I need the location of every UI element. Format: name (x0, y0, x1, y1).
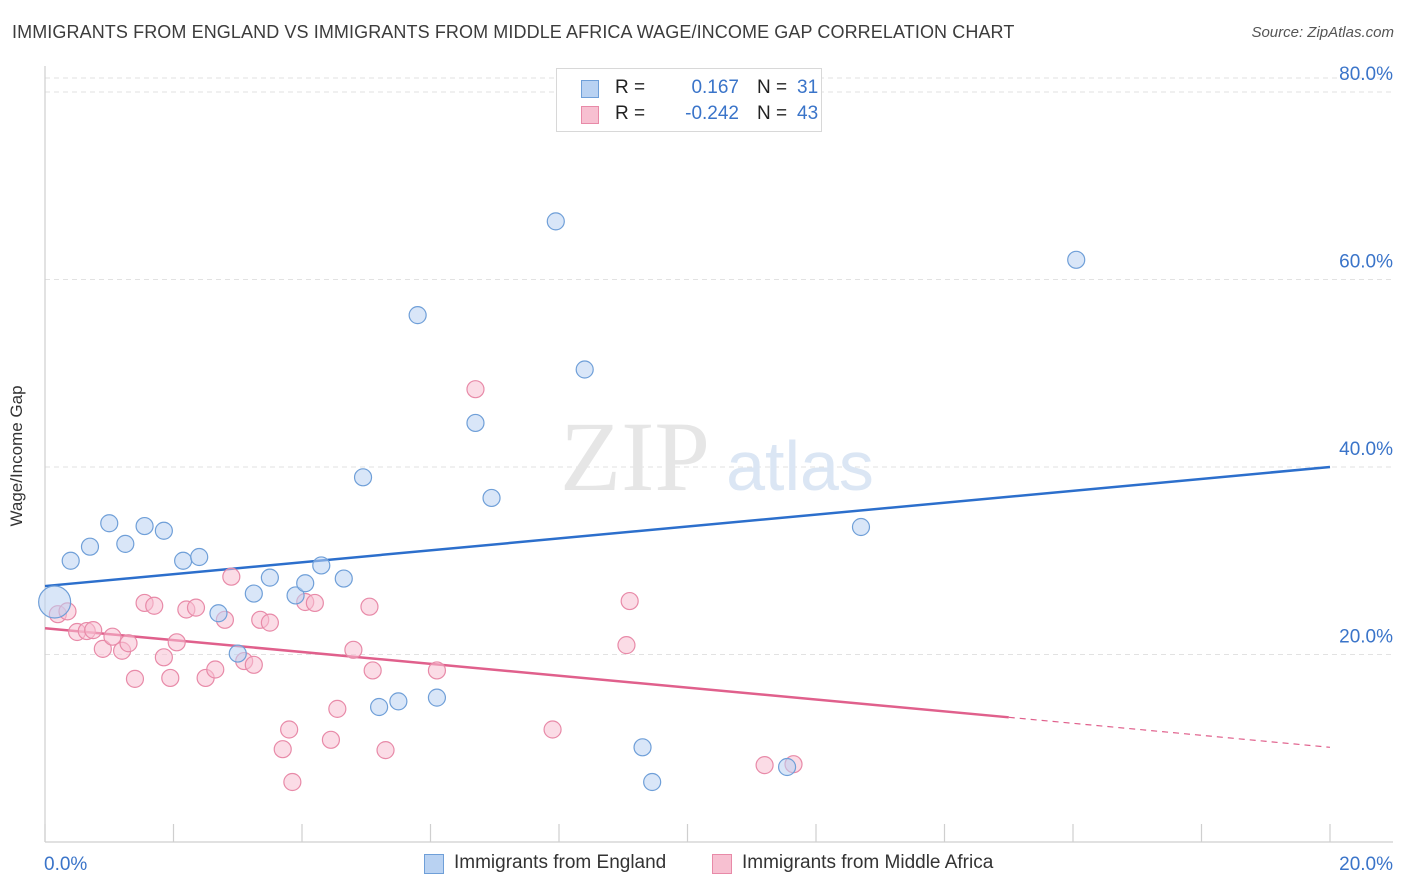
legend-label-africa: Immigrants from Middle Africa (742, 852, 994, 873)
england-swatch (581, 80, 599, 98)
trend-line-africa-extension (1008, 716, 1331, 748)
x-tick-max: 20.0% (1339, 854, 1393, 875)
r-label: R = (615, 77, 646, 98)
africa-swatch (581, 106, 599, 124)
n-label: N = (757, 77, 788, 98)
watermark-atlas: atlas (726, 427, 874, 505)
data-point-africa (280, 720, 299, 739)
data-point-africa (167, 633, 186, 652)
data-point-england (154, 521, 173, 540)
legend-label-england: Immigrants from England (454, 852, 667, 873)
n-value: 43 (797, 103, 819, 124)
data-point-england (643, 772, 662, 792)
data-point-england (851, 517, 871, 537)
data-point-england (100, 514, 119, 533)
trend-lines (44, 465, 1331, 748)
data-point-england (61, 551, 80, 570)
data-point-africa (161, 668, 180, 688)
data-point-africa (755, 756, 774, 775)
data-point-africa (328, 699, 347, 718)
n-value: 31 (797, 77, 819, 98)
source-label: Source: ZipAtlas.com (1251, 24, 1394, 41)
data-point-africa (620, 591, 639, 611)
data-point-africa (283, 772, 302, 792)
data-point-africa (125, 669, 145, 688)
trend-line-england (44, 465, 1331, 588)
data-point-england (190, 547, 209, 567)
data-point-england (482, 488, 501, 508)
data-point-africa (273, 740, 292, 759)
watermark-zip: ZIP (560, 401, 710, 512)
data-point-england (296, 574, 315, 593)
data-point-england (80, 537, 100, 556)
y-tick-label: 80.0% (1339, 64, 1393, 85)
data-point-africa (145, 596, 164, 615)
data-point-africa (376, 741, 395, 760)
y-tick-label: 60.0% (1339, 252, 1393, 273)
data-point-africa (543, 720, 562, 739)
data-point-england (575, 360, 594, 379)
data-point-africa (617, 636, 636, 655)
n-label: N = (757, 103, 788, 124)
data-point-england (286, 586, 305, 605)
data-point-england (228, 644, 247, 663)
data-point-england (408, 306, 427, 325)
data-point-africa (360, 597, 379, 616)
data-point-england (633, 738, 652, 757)
data-point-africa (344, 640, 363, 659)
correlation-legend: R = 0.167 N = 31 R = -0.242 N = 43 (556, 68, 822, 132)
axes (44, 66, 1393, 843)
data-point-africa (93, 639, 112, 658)
data-point-africa (305, 593, 324, 613)
data-point-england (260, 568, 279, 587)
y-axis-label: Wage/Income Gap (7, 385, 26, 526)
data-point-africa (119, 634, 138, 653)
data-point-africa (222, 567, 241, 586)
data-point-england (312, 556, 331, 575)
r-label: R = (615, 103, 646, 124)
chart-title: IMMIGRANTS FROM ENGLAND VS IMMIGRANTS FR… (12, 22, 1015, 42)
y-tick-label: 20.0% (1339, 627, 1393, 648)
r-value: -0.242 (685, 103, 739, 124)
data-point-england (370, 697, 389, 717)
data-point-africa (363, 661, 382, 680)
data-point-africa (466, 380, 485, 399)
trend-line-africa (44, 627, 1009, 719)
data-point-england (209, 604, 228, 623)
data-points (38, 212, 1086, 792)
data-point-africa (84, 621, 103, 640)
data-point-england (546, 212, 565, 231)
data-point-africa (260, 613, 279, 632)
y-tick-label: 40.0% (1339, 439, 1393, 460)
data-point-england (389, 692, 408, 711)
data-point-england (244, 584, 263, 603)
data-point-england (38, 585, 72, 619)
data-point-africa (321, 730, 341, 749)
data-point-england (466, 413, 485, 433)
england-swatch (424, 854, 444, 874)
africa-swatch (712, 854, 732, 874)
data-point-england (777, 757, 797, 777)
data-point-africa (244, 655, 263, 674)
data-point-africa (103, 627, 122, 646)
data-point-england (116, 534, 135, 553)
data-point-england (1067, 250, 1086, 269)
data-point-africa (154, 648, 173, 667)
y-tick-labels: 20.0% 40.0% 60.0% 80.0% (1339, 64, 1393, 648)
data-point-england (174, 551, 193, 570)
data-point-africa (186, 598, 206, 617)
data-point-africa (206, 660, 225, 679)
data-point-england (135, 516, 154, 536)
data-point-england (427, 688, 447, 707)
x-tick-min: 0.0% (44, 854, 87, 875)
data-point-england (334, 569, 353, 588)
data-point-england (353, 468, 373, 487)
r-value: 0.167 (691, 77, 739, 98)
data-point-africa (427, 661, 447, 680)
